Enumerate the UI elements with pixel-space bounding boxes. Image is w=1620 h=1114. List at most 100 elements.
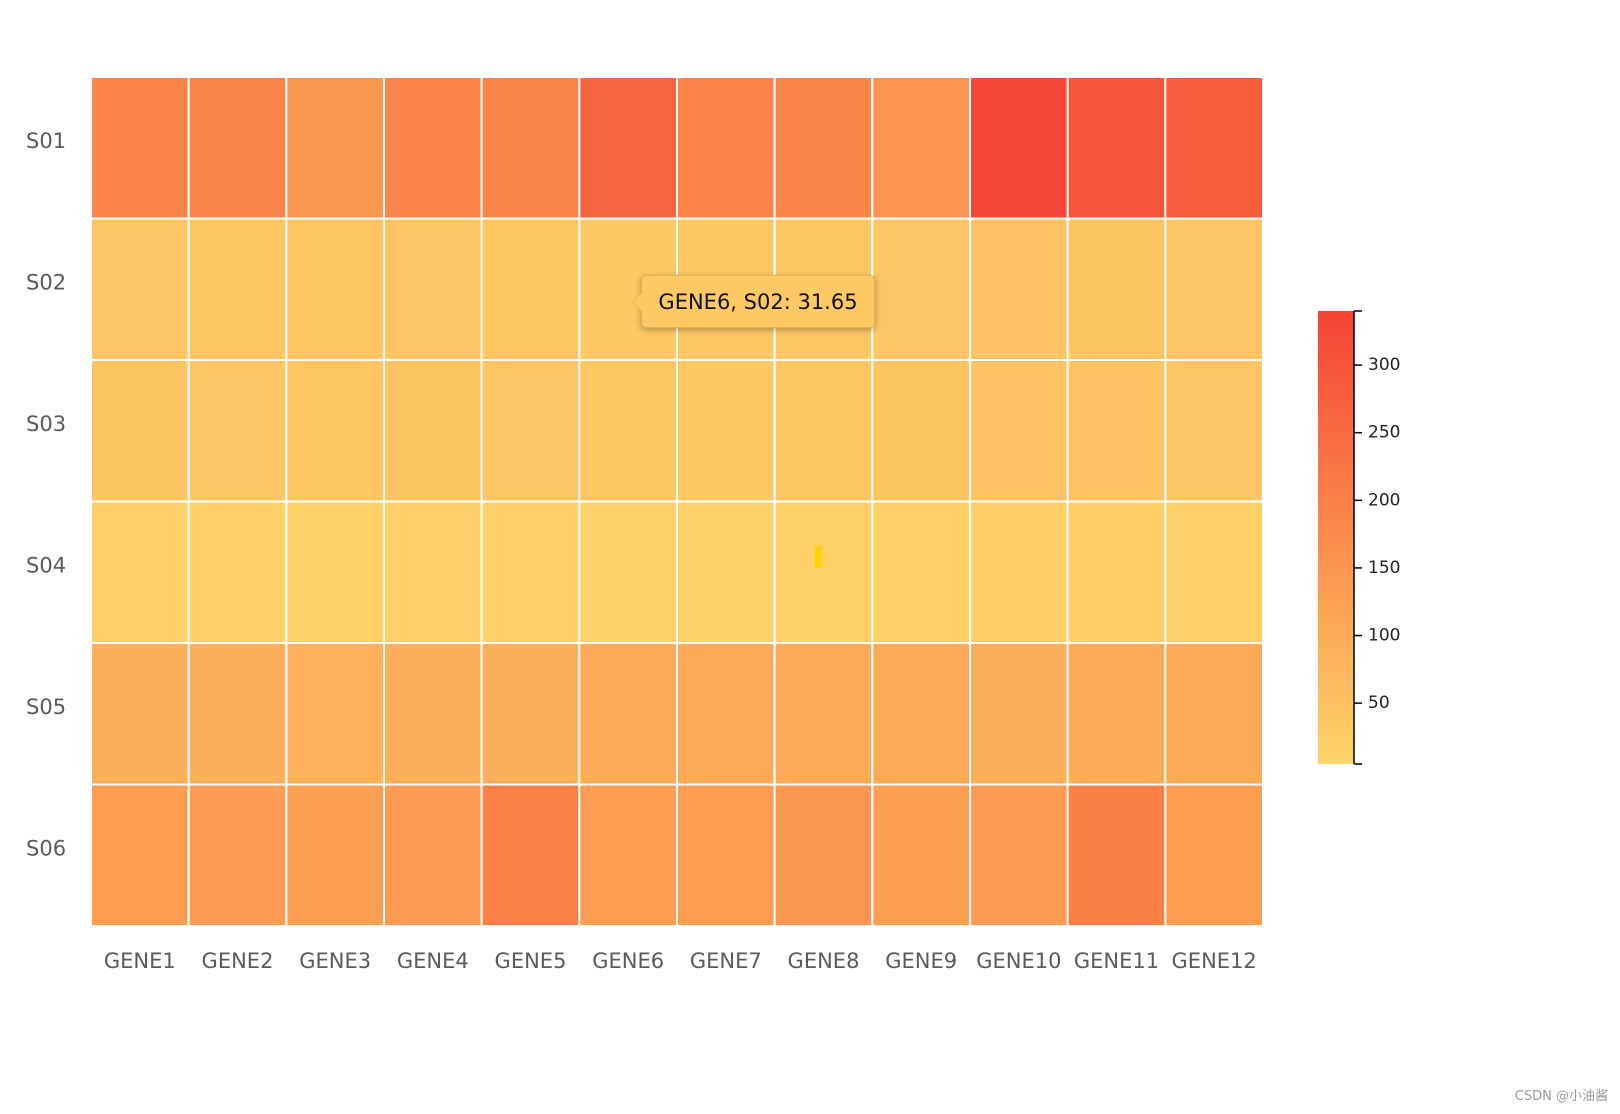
row-label-S02: S02 [26,270,66,294]
row-label-S05: S05 [26,695,66,719]
heatmap-cell-S04-GENE10[interactable] [969,500,1069,644]
row-label-S04: S04 [26,553,66,577]
heatmap-cell-S06-GENE1[interactable] [90,783,190,927]
heatmap-cell-S04-GENE12[interactable] [1164,500,1265,644]
color-legend[interactable]: 50 100 150 200 250 300 [1318,310,1400,765]
hover-tooltip: GENE6, S02: 31.65 [632,275,875,328]
column-label-GENE11: GENE11 [1074,949,1159,973]
heatmap-cell-S02-GENE2[interactable] [187,217,288,361]
legend-tick-label-150: 150 [1368,558,1400,578]
heatmap-cell-S04-GENE2[interactable] [187,500,288,644]
heatmap-cell-S01-GENE1[interactable] [90,76,190,220]
heatmap-cell-S02-GENE1[interactable] [90,217,190,361]
heatmap-cell-S03-GENE10[interactable] [969,359,1069,503]
heatmap-cell-S04-GENE4[interactable] [383,500,483,644]
column-label-GENE10: GENE10 [976,949,1061,973]
heatmap-cell-S02-GENE5[interactable] [480,217,581,361]
heatmap-cell-S06-GENE7[interactable] [676,783,776,927]
heatmap-cell-S02-GENE3[interactable] [285,217,386,361]
column-label-GENE9: GENE9 [885,949,957,973]
heatmap-cell-S04-GENE11[interactable] [1066,500,1167,644]
heatmap-cell-S06-GENE4[interactable] [383,783,483,927]
heatmap-cell-S06-GENE2[interactable] [187,783,288,927]
heatmap-cell-S04-GENE1[interactable] [90,500,190,644]
watermark: CSDN @小油酱 [1514,1089,1608,1104]
heatmap-cell-S02-GENE12[interactable] [1164,217,1265,361]
heatmap-cell-S05-GENE5[interactable] [480,642,581,786]
heatmap-cell-S03-GENE12[interactable] [1164,359,1265,503]
heatmap-cell-S03-GENE4[interactable] [383,359,483,503]
heatmap-cell-S03-GENE9[interactable] [871,359,971,503]
legend-tick-label-300: 300 [1368,355,1400,375]
heatmap-cell-S06-GENE6[interactable] [578,783,678,927]
heatmap-cell-S05-GENE4[interactable] [383,642,483,786]
heatmap-cell-S06-GENE12[interactable] [1164,783,1265,927]
heatmap-cell-S03-GENE5[interactable] [480,359,581,503]
column-label-GENE6: GENE6 [592,949,664,973]
heatmap-cell-S03-GENE8[interactable] [773,359,874,503]
row-labels: S01 S02 S03 S04 S05 S06 [26,129,66,861]
heatmap-cell-S01-GENE7[interactable] [676,76,776,220]
heatmap-cell-S04-GENE6[interactable] [578,500,678,644]
heatmap-cell-S05-GENE1[interactable] [90,642,190,786]
heatmap-cell-S03-GENE7[interactable] [676,359,776,503]
heatmap-cell-S04-GENE3[interactable] [285,500,386,644]
heatmap-cell-S05-GENE10[interactable] [969,642,1069,786]
column-label-GENE12: GENE12 [1172,949,1257,973]
heatmap-cell-S01-GENE4[interactable] [383,76,483,220]
heatmap-cell-S05-GENE9[interactable] [871,642,971,786]
heatmap-cell-S01-GENE5[interactable] [480,76,581,220]
heatmap-cell-S05-GENE6[interactable] [578,642,678,786]
column-label-GENE4: GENE4 [397,949,469,973]
heatmap-cell-S06-GENE8[interactable] [773,783,874,927]
heatmap-cell-S01-GENE9[interactable] [871,76,971,220]
heatmap-cell-S03-GENE11[interactable] [1066,359,1167,503]
row-label-S01: S01 [26,129,66,153]
heatmap-cell-S06-GENE9[interactable] [871,783,971,927]
heatmap-cell-S01-GENE2[interactable] [187,76,288,220]
heatmap-cell-S05-GENE12[interactable] [1164,642,1265,786]
legend-tick-label-250: 250 [1368,423,1400,443]
heatmap-cell-S04-GENE8[interactable] [773,500,874,644]
heatmap-cell-S06-GENE5[interactable] [480,783,581,927]
column-label-GENE8: GENE8 [788,949,860,973]
heatmap-cell-S06-GENE11[interactable] [1066,783,1167,927]
heatmap-cell-S01-GENE3[interactable] [285,76,386,220]
heatmap-cell-S02-GENE10[interactable] [969,217,1069,361]
cursor-marker [815,546,822,568]
heatmap-cell-S05-GENE3[interactable] [285,642,386,786]
legend-tick-label-100: 100 [1368,626,1400,646]
heatmap-cell-S04-GENE9[interactable] [871,500,971,644]
heatmap-cell-S01-GENE10[interactable] [969,76,1069,220]
heatmap-cell-S03-GENE2[interactable] [187,359,288,503]
heatmap-cell-S05-GENE2[interactable] [187,642,288,786]
heatmap-cell-S04-GENE7[interactable] [676,500,776,644]
column-label-GENE5: GENE5 [495,949,567,973]
heatmap-cell-S01-GENE12[interactable] [1164,76,1265,220]
row-label-S06: S06 [26,836,66,860]
heatmap-cells [90,76,1265,927]
column-label-GENE2: GENE2 [202,949,274,973]
heatmap-cell-S06-GENE10[interactable] [969,783,1069,927]
column-label-GENE3: GENE3 [299,949,371,973]
column-label-GENE1: GENE1 [104,949,176,973]
heatmap-cell-S01-GENE8[interactable] [773,76,874,220]
heatmap-cell-S05-GENE11[interactable] [1066,642,1167,786]
heatmap-cell-S03-GENE3[interactable] [285,359,386,503]
heatmap-cell-S03-GENE1[interactable] [90,359,190,503]
column-labels: GENE1 GENE2 GENE3 GENE4 GENE5 GENE6 GENE7 GENE8… [104,949,1257,973]
heatmap-cell-S04-GENE5[interactable] [480,500,581,644]
legend-tick-label-200: 200 [1368,490,1400,510]
heatmap-cell-S01-GENE6[interactable] [578,76,678,220]
legend-color-bar[interactable] [1318,311,1354,764]
heatmap-cell-S02-GENE4[interactable] [383,217,483,361]
heatmap-cell-S05-GENE8[interactable] [773,642,874,786]
row-label-S03: S03 [26,412,66,436]
heatmap-cell-S03-GENE6[interactable] [578,359,678,503]
heatmap-cell-S01-GENE11[interactable] [1066,76,1167,220]
heatmap-cell-S02-GENE11[interactable] [1066,217,1167,361]
heatmap-cell-S06-GENE3[interactable] [285,783,386,927]
heatmap-cell-S02-GENE9[interactable] [871,217,971,361]
heatmap-cell-S05-GENE7[interactable] [676,642,776,786]
